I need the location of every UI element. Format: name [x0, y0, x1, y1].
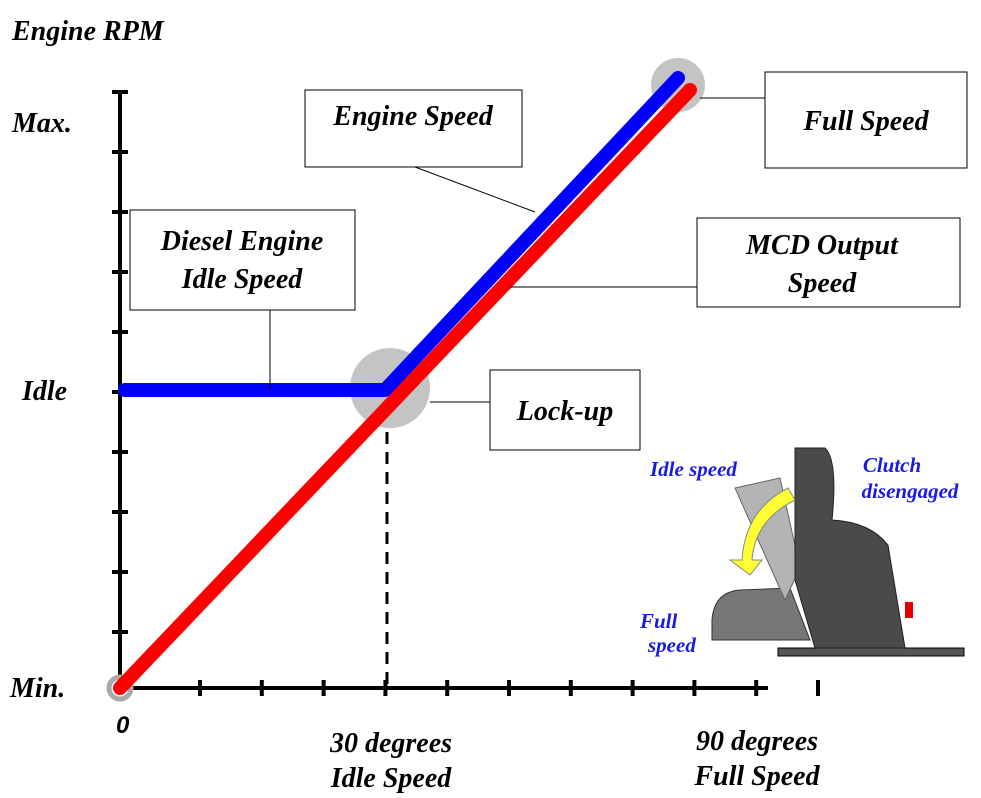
- callout-text: Speed: [788, 268, 857, 299]
- callout-text: Idle Speed: [181, 264, 304, 295]
- callout-text: Full Speed: [802, 106, 929, 137]
- callout-box: [130, 210, 355, 310]
- callout-text: Diesel Engine: [160, 226, 324, 257]
- callout-text: Lock-up: [516, 396, 613, 427]
- pedal-label: Full: [639, 609, 678, 633]
- pedal-body: [795, 448, 905, 648]
- pedal-label: Idle speed: [649, 457, 737, 481]
- connector: [415, 167, 535, 212]
- x-label: 90 degrees: [696, 726, 818, 757]
- pedal-label: disengaged: [862, 479, 959, 503]
- diagram: Engine RPM Max. Idle Min. 0 30 degrees I…: [0, 0, 981, 798]
- pedal-base: [778, 648, 964, 656]
- x-label: Idle Speed: [330, 763, 453, 794]
- y-label: Min.: [9, 673, 65, 704]
- x-label: 30 degrees: [329, 728, 452, 759]
- pedal-label: speed: [647, 633, 696, 657]
- pedal-foot: [712, 588, 810, 640]
- pedal-label: Clutch: [863, 453, 921, 477]
- callout-text: MCD Output: [745, 230, 899, 261]
- y-label: Idle: [21, 376, 67, 407]
- pedal-switch: [905, 602, 913, 618]
- y-axis-title: Engine RPM: [11, 16, 165, 47]
- x-label: Full Speed: [693, 761, 820, 792]
- x-origin-label: 0: [116, 712, 130, 739]
- pedal-illustration: Idle speed Clutch disengaged Full speed: [639, 448, 964, 657]
- y-label: Max.: [11, 108, 72, 139]
- callout-text: Engine Speed: [332, 101, 493, 132]
